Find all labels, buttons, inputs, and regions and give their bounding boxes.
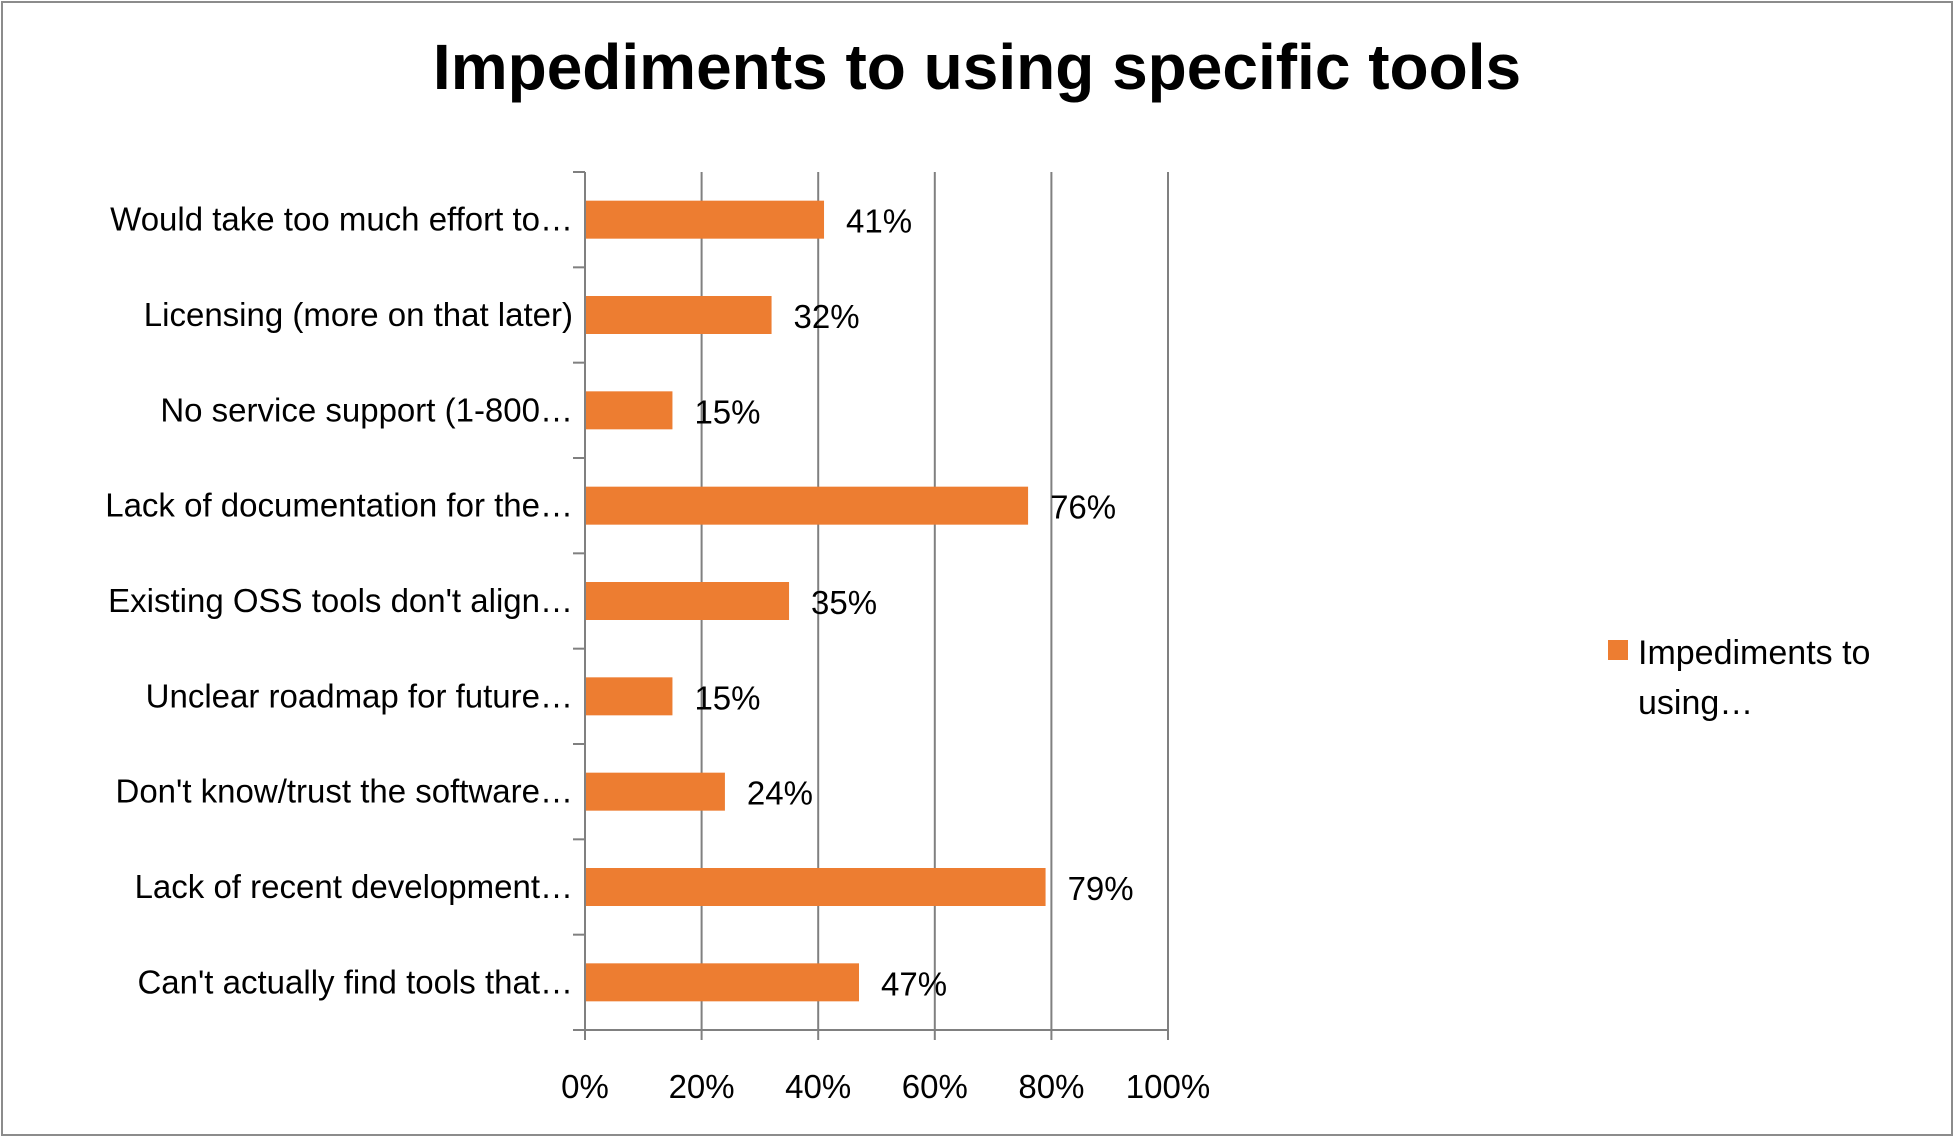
legend: Impediments to using…: [1608, 628, 1878, 728]
bar: [586, 677, 673, 716]
data-label: 47%: [881, 965, 947, 1002]
category-label: Unclear roadmap for future…: [146, 677, 573, 714]
bar: [586, 486, 1029, 525]
category-label: Lack of documentation for the…: [105, 487, 573, 524]
x-tick-label: 20%: [669, 1068, 735, 1105]
data-label: 41%: [846, 203, 912, 240]
legend-label: Impediments to using…: [1638, 634, 1871, 722]
x-tick-label: 100%: [1126, 1068, 1210, 1105]
data-label: 76%: [1050, 489, 1116, 526]
x-tick-label: 40%: [785, 1068, 851, 1105]
legend-swatch: [1608, 640, 1628, 660]
bar: [586, 772, 725, 811]
category-label: Would take too much effort to…: [110, 201, 573, 238]
data-label: 24%: [747, 775, 813, 812]
bar: [586, 963, 860, 1002]
x-tick-label: 80%: [1018, 1068, 1084, 1105]
category-label: No service support (1-800…: [160, 391, 573, 428]
data-label: 32%: [794, 298, 860, 335]
data-label: 79%: [1068, 870, 1134, 907]
category-label: Can't actually find tools that…: [137, 963, 573, 1000]
bar: [586, 296, 772, 334]
bar: [586, 868, 1046, 906]
bar: [586, 200, 825, 239]
bar: [586, 391, 673, 430]
chart-title: Impediments to using specific tools: [432, 31, 1522, 103]
x-tick-label: 0%: [561, 1068, 609, 1105]
data-label: 15%: [694, 393, 760, 430]
data-label: 35%: [811, 584, 877, 621]
category-label: Lack of recent development…: [135, 868, 573, 905]
x-tick-label: 60%: [902, 1068, 968, 1105]
category-label: Existing OSS tools don't align…: [108, 582, 573, 619]
bar: [586, 582, 790, 620]
category-label: Licensing (more on that later): [144, 296, 573, 333]
category-label: Don't know/trust the software…: [116, 773, 574, 810]
data-label: 15%: [694, 679, 760, 716]
